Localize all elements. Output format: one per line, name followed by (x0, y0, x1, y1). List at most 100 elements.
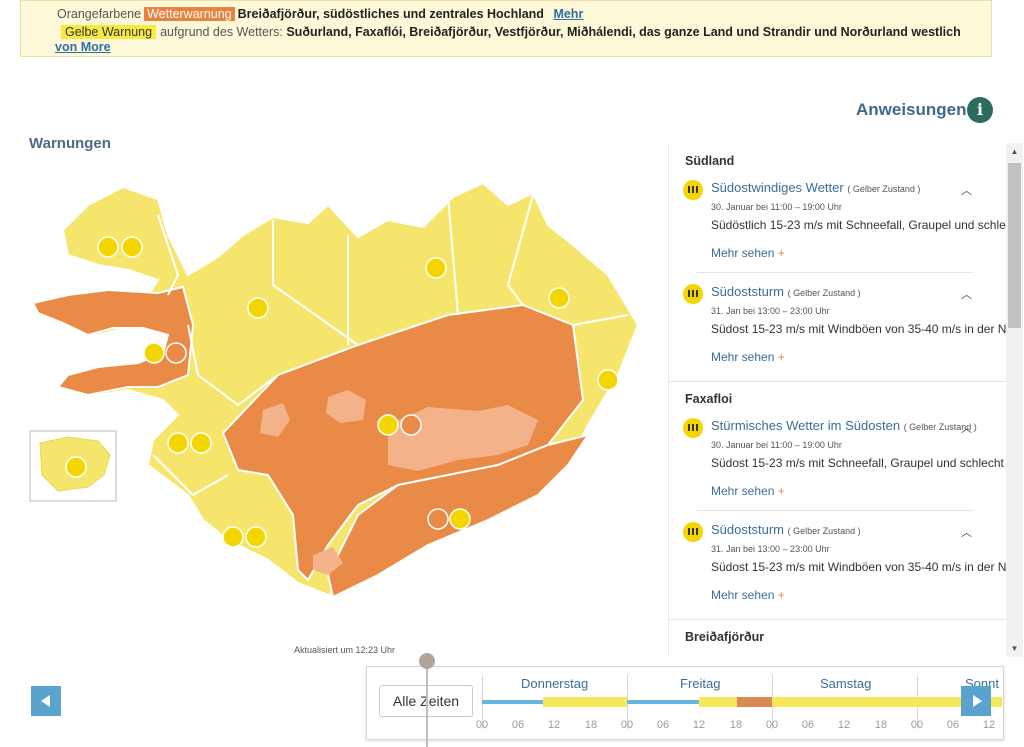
warning-title-link[interactable]: Südoststurm ( Gelber Zustand ) (711, 522, 861, 537)
hour-label: 00 (765, 719, 779, 731)
orange-regions: Breiðafjörður, südöstliches und zentrale… (237, 7, 544, 21)
windsock-warning-icon[interactable] (425, 257, 447, 279)
scroll-down-icon[interactable]: ▼ (1010, 644, 1019, 653)
info-icon[interactable]: i (967, 97, 993, 123)
card-level: ( Gelber Zustand ) (787, 288, 861, 298)
warning-banner: Orangefarbene Wetterwarnung Breiðafjörður,… (20, 0, 992, 57)
more-link[interactable]: Mehr sehen + (711, 246, 785, 260)
warning-period-yellow[interactable] (772, 697, 1002, 707)
windsock-warning-icon[interactable] (400, 414, 422, 436)
card-description: Südost 15-23 m/s mit Windböen von 35-40 … (711, 322, 1007, 336)
region-heading: Südland (685, 154, 735, 168)
iceland-warning-map[interactable] (28, 175, 648, 605)
day-label[interactable]: Freitag (680, 676, 721, 691)
windsock-warning-icon[interactable] (165, 342, 187, 364)
orange-more-link[interactable]: Mehr (553, 7, 584, 21)
timeline-slider-stem[interactable] (426, 660, 428, 747)
card-title-text[interactable]: Südoststurm (711, 284, 784, 299)
plus-icon[interactable]: + (777, 246, 785, 260)
scroll-up-icon[interactable]: ▲ (1010, 147, 1019, 156)
warning-title-link[interactable]: Südoststurm ( Gelber Zustand ) (711, 284, 861, 299)
glacier-west (260, 403, 290, 437)
more-link-text[interactable]: Mehr sehen (711, 484, 775, 498)
windsock-warning-icon[interactable] (143, 342, 165, 364)
windsock-warning-icon[interactable] (167, 432, 189, 454)
windsock-warning-icon[interactable] (190, 432, 212, 454)
yellow-warning-row: Gelbe Warnung aufgrund des Wetters: Suður… (57, 23, 961, 41)
card-title-text[interactable]: Südostwindiges Wetter (711, 180, 844, 195)
card-time: 30. Januar bei 11:00 – 19:00 Uhr (711, 202, 842, 212)
card-description: Südost 15-23 m/s mit Schneefall, Graupel… (711, 456, 1004, 470)
hour-label: 00 (620, 719, 634, 731)
instructions-link[interactable]: Anweisungen (856, 100, 967, 119)
orange-prefix: Orangefarbene (57, 7, 142, 21)
windsock-warning-icon[interactable] (377, 414, 399, 436)
windsock-warning-icon[interactable] (245, 526, 267, 548)
warning-period-yellow[interactable] (543, 697, 627, 707)
glacier-langjokull (326, 390, 366, 423)
glacier-vatnajokull (388, 405, 538, 471)
card-title-text[interactable]: Südoststurm (711, 522, 784, 537)
yellow-reason: aufgrund des Wetters: (160, 25, 283, 39)
region-breidafjordur[interactable] (31, 285, 195, 397)
hour-label: 18 (729, 719, 743, 731)
card-title-text[interactable]: Stürmisches Wetter im Südosten (711, 418, 901, 433)
plus-icon[interactable]: + (777, 484, 785, 498)
card-level: ( Gelber Zustand ) (903, 422, 977, 432)
windsock-warning-icon[interactable] (449, 508, 471, 530)
card-time: 30. Januar bei 11:00 – 19:00 Uhr (711, 440, 842, 450)
windsock-warning-icon[interactable] (121, 236, 143, 258)
day-label[interactable]: Samstag (820, 676, 872, 691)
warning-period-orange[interactable] (737, 697, 772, 707)
windsock-warning-icon (683, 284, 703, 304)
more-link[interactable]: Mehr sehen + (711, 484, 785, 498)
warnings-panel[interactable]: Südland Südostwindiges Wetter ( Gelber Z… (668, 143, 1007, 657)
chevron-up-icon[interactable]: ︿ (961, 423, 972, 435)
chevron-up-icon[interactable]: ︿ (961, 289, 972, 301)
hour-label: 18 (874, 719, 888, 731)
hour-label: 06 (511, 719, 525, 731)
region-divider (669, 381, 1007, 382)
plus-icon[interactable]: + (777, 350, 785, 364)
windsock-warning-icon[interactable] (247, 297, 269, 319)
windsock-warning-icon[interactable] (222, 526, 244, 548)
more-link-text[interactable]: Mehr sehen (711, 588, 775, 602)
yellow-tag: Gelbe Warnung (61, 25, 157, 39)
region-borders (152, 194, 629, 497)
arrow-right-icon[interactable] (961, 686, 991, 716)
panel-scrollbar[interactable]: ▲ ▼ (1006, 143, 1023, 657)
windsock-warning-icon[interactable] (97, 236, 119, 258)
windsock-warning-icon[interactable] (597, 369, 619, 391)
warning-title-link[interactable]: Südostwindiges Wetter ( Gelber Zustand ) (711, 180, 920, 195)
scrollbar-thumb[interactable] (1008, 163, 1021, 328)
windsock-warning-icon (683, 522, 703, 542)
hour-label: 06 (656, 719, 670, 731)
day-label[interactable]: Donnerstag (521, 676, 589, 691)
windsock-warning-icon[interactable] (548, 287, 570, 309)
windsock-warning-icon[interactable] (65, 456, 87, 478)
card-level: ( Gelber Zustand ) (847, 184, 921, 194)
more-link[interactable]: Mehr sehen + (711, 350, 785, 364)
chevron-up-icon[interactable]: ︿ (961, 527, 972, 539)
hour-label: 00 (475, 719, 489, 731)
warning-markers[interactable] (65, 236, 619, 548)
arrow-left-icon[interactable] (31, 686, 61, 716)
hour-label: 12 (547, 719, 561, 731)
orange-warning-row: Orangefarbene Wetterwarnung Breiðafjörður,… (57, 5, 583, 23)
warning-title-link[interactable]: Stürmisches Wetter im Südosten ( Gelber … (711, 418, 977, 433)
plus-icon[interactable]: + (777, 588, 785, 602)
yellow-regions: Suðurland, Faxaflói, Breiðafjörður, Vest… (286, 25, 961, 39)
card-level: ( Gelber Zustand ) (787, 526, 861, 536)
divider (697, 272, 973, 273)
more-link-text[interactable]: Mehr sehen (711, 350, 775, 364)
more-link-text[interactable]: Mehr sehen (711, 246, 775, 260)
chevron-up-icon[interactable]: ︿ (961, 185, 972, 197)
yellow-more-link[interactable]: von More (55, 40, 111, 54)
windsock-warning-icon[interactable] (427, 508, 449, 530)
hour-label: 12 (692, 719, 706, 731)
warning-period-yellow[interactable] (699, 697, 737, 707)
timeline[interactable]: Alle Zeiten Donnerstag Freitag Samstag S… (366, 666, 1004, 740)
more-link[interactable]: Mehr sehen + (711, 588, 785, 602)
timeline-slider-handle[interactable] (419, 653, 435, 669)
region-heading: Faxafloi (685, 392, 733, 406)
